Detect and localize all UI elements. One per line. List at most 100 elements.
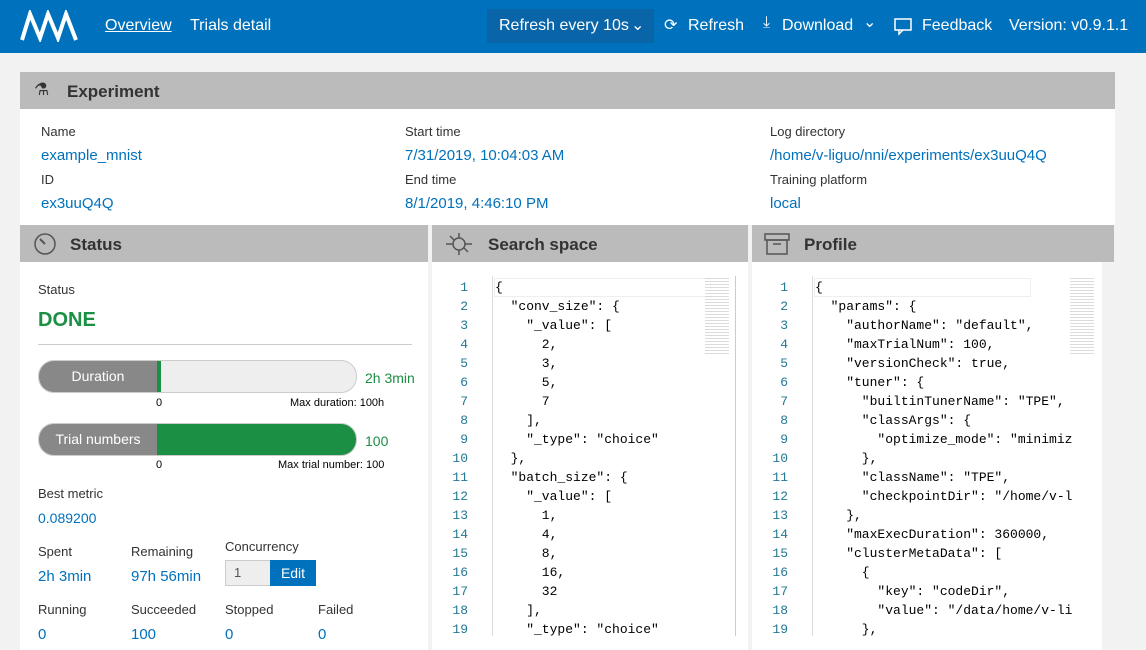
code-line: 16, bbox=[495, 565, 566, 580]
count-label: Running bbox=[38, 602, 87, 617]
search-space-title: Search space bbox=[488, 235, 598, 254]
bar-fill bbox=[157, 424, 356, 455]
code-line: ], bbox=[495, 413, 542, 428]
bar-fill bbox=[157, 361, 161, 392]
line-number: 1 bbox=[460, 280, 468, 295]
count-label: Succeeded bbox=[131, 602, 197, 617]
line-number: 10 bbox=[452, 451, 468, 466]
code-line: 3, bbox=[495, 356, 558, 371]
line-number: 5 bbox=[780, 356, 788, 371]
code-line: }, bbox=[815, 622, 878, 636]
remaining-value: 97h 56min bbox=[131, 568, 202, 585]
concurrency-input[interactable]: 1 bbox=[225, 560, 271, 586]
field-label: ID bbox=[41, 172, 54, 187]
code-line: 5, bbox=[495, 375, 558, 390]
status-header: Status bbox=[20, 225, 428, 262]
search-space-header: Search space bbox=[432, 225, 748, 262]
field-value: local bbox=[770, 195, 801, 212]
code-line: "authorName": "default", bbox=[815, 318, 1034, 333]
profile-header: Profile bbox=[752, 225, 1114, 262]
bar-label: Trial numbers bbox=[39, 424, 157, 455]
nav-trials[interactable]: Trials detail bbox=[190, 17, 272, 34]
code-line: "conv_size": { bbox=[495, 299, 620, 314]
flask-icon: ⚗ bbox=[34, 80, 50, 99]
count-value: 0 bbox=[318, 626, 327, 643]
refresh-button[interactable]: Refresh bbox=[688, 17, 745, 34]
refresh-interval: Refresh every 10s bbox=[499, 17, 629, 34]
code-line: "versionCheck": true, bbox=[815, 356, 1011, 371]
logo[interactable] bbox=[20, 10, 78, 42]
chevron: ⌄ bbox=[631, 17, 645, 34]
code-editor: 1 2 3 4 5 6 7 8 9 10 11 12 13 14 15 16 17 18 19{ "conv_siz… bbox=[432, 276, 735, 636]
line-number: 7 bbox=[780, 394, 788, 409]
code-line: }, bbox=[815, 451, 878, 466]
bar-min: 0 bbox=[156, 459, 163, 471]
trials-value: 100 bbox=[365, 433, 389, 449]
line-number: 12 bbox=[772, 489, 788, 504]
line-number: 5 bbox=[460, 356, 468, 371]
version: Version: v0.9.1.1 bbox=[1009, 17, 1129, 34]
experiment-header: ⚗ Experiment bbox=[20, 72, 1115, 109]
count-value: 0 bbox=[38, 626, 47, 643]
profile-title: Profile bbox=[804, 235, 857, 254]
minimap bbox=[705, 276, 729, 356]
code-line: }, bbox=[815, 508, 862, 523]
field-value: ex3uuQ4Q bbox=[41, 195, 114, 212]
line-number: 13 bbox=[772, 508, 788, 523]
scrollbar bbox=[735, 276, 736, 636]
editor-frame bbox=[492, 276, 733, 636]
search-space-panel: 1 2 3 4 5 6 7 8 9 10 11 12 13 14 15 16 17 18 19{ "conv_siz… bbox=[432, 262, 748, 650]
bar-max: Max trial number: 100 bbox=[278, 459, 385, 471]
line-number: 2 bbox=[460, 299, 468, 314]
gauge-icon bbox=[34, 233, 56, 255]
code-line: 2, bbox=[495, 337, 558, 352]
line-number: 9 bbox=[780, 432, 788, 447]
code-line: "_type": "choice" bbox=[495, 622, 659, 636]
refresh-select[interactable]: Refresh every 10s ⌄ bbox=[487, 9, 654, 43]
code-editor: 1 2 3 4 5 6 7 8 9 10 11 12 13 14 15 16 17 18 19{ "params":… bbox=[752, 276, 1100, 636]
search-space-icon bbox=[446, 233, 472, 255]
line-number: 11 bbox=[772, 470, 788, 485]
line-number: 8 bbox=[460, 413, 468, 428]
field-value: example_mnist bbox=[41, 147, 142, 164]
code-line: "key": "codeDir", bbox=[815, 584, 1011, 599]
field-value: 7/31/2019, 10:04:03 AM bbox=[405, 147, 565, 164]
current-line bbox=[494, 278, 711, 297]
refresh-icon: ⟳ bbox=[664, 17, 678, 34]
line-number: 17 bbox=[452, 584, 468, 599]
line-number: 19 bbox=[452, 622, 468, 636]
nav-overview[interactable]: Overview bbox=[105, 17, 172, 34]
code-line: { bbox=[815, 565, 870, 580]
concurrency-label: Concurrency bbox=[225, 539, 299, 554]
line-number: 7 bbox=[460, 394, 468, 409]
download-button[interactable]: Download bbox=[782, 17, 854, 34]
current-line bbox=[814, 278, 1031, 297]
feedback-icon bbox=[894, 18, 912, 36]
profile-panel: 1 2 3 4 5 6 7 8 9 10 11 12 13 14 15 16 17 18 19{ "params":… bbox=[752, 262, 1102, 650]
status-title: Status bbox=[70, 235, 122, 254]
code-line: 4, bbox=[495, 527, 558, 542]
minimap bbox=[1070, 276, 1094, 356]
code-line: "params": { bbox=[815, 299, 917, 314]
code-line: 1, bbox=[495, 508, 558, 523]
status-label: Status bbox=[38, 282, 75, 297]
feedback-button[interactable]: Feedback bbox=[922, 17, 993, 34]
line-number: 2 bbox=[780, 299, 788, 314]
code-line: "_type": "choice" bbox=[495, 432, 659, 447]
status-value: DONE bbox=[38, 309, 96, 331]
bar-label: Duration bbox=[39, 361, 157, 392]
field-value: 8/1/2019, 4:46:10 PM bbox=[405, 195, 549, 212]
edit-button[interactable]: Edit bbox=[270, 560, 316, 586]
code-line: "value": "/data/home/v-li bbox=[815, 603, 1073, 618]
count-value: 0 bbox=[225, 626, 234, 643]
count-label: Failed bbox=[318, 602, 354, 617]
code-line: }, bbox=[495, 451, 527, 466]
field-label: Log directory bbox=[770, 124, 846, 139]
code-line: "classArgs": { bbox=[815, 413, 972, 428]
line-number: 17 bbox=[772, 584, 788, 599]
count-value: 100 bbox=[131, 626, 157, 643]
line-number: 3 bbox=[780, 318, 788, 333]
field-label: Start time bbox=[405, 124, 461, 139]
line-number: 15 bbox=[452, 546, 468, 561]
